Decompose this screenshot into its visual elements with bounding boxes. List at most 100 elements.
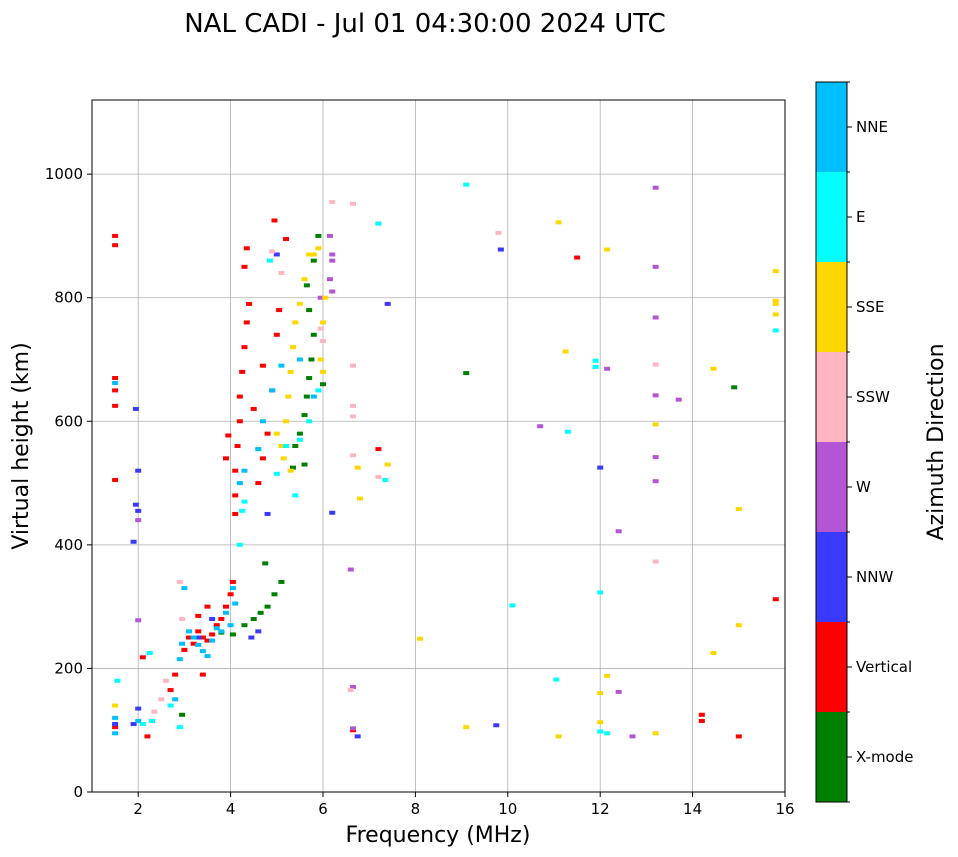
point-sse [597, 691, 604, 696]
point-x-mode [301, 413, 308, 418]
point-w [615, 529, 622, 534]
point-e [149, 718, 156, 723]
point-sse [555, 734, 562, 739]
point-x-mode [179, 712, 186, 717]
point-nne [190, 635, 197, 640]
point-sse [710, 366, 717, 371]
point-vertical [222, 604, 229, 609]
point-sse [652, 422, 659, 427]
colorbar-label: Vertical [856, 658, 912, 676]
point-x-mode [303, 283, 310, 288]
point-sse [296, 301, 303, 306]
point-ssw [179, 617, 186, 621]
point-vertical [241, 345, 248, 350]
point-sse [417, 636, 424, 641]
point-vertical [167, 688, 174, 693]
point-e [296, 437, 303, 442]
point-ssw [350, 201, 357, 206]
point-nnw [248, 635, 255, 640]
point-vertical [112, 233, 119, 238]
point-x-mode [278, 579, 285, 584]
y-tick-label: 800 [54, 289, 83, 307]
point-e [176, 725, 183, 730]
colorbar-label: X-mode [856, 748, 913, 766]
point-nne [278, 363, 285, 368]
point-ssw [652, 362, 659, 367]
x-tick-label: 8 [411, 800, 421, 818]
colorbar-label: NNW [856, 568, 893, 586]
point-vertical [139, 655, 146, 660]
point-vertical [243, 246, 250, 251]
point-x-mode [289, 465, 296, 470]
x-tick-label: 2 [133, 800, 143, 818]
point-vertical [246, 301, 253, 306]
x-tick-label: 16 [775, 800, 794, 818]
x-tick-label: 6 [318, 800, 328, 818]
point-e [283, 444, 290, 448]
point-nnw [130, 722, 137, 727]
point-nne [222, 610, 229, 615]
point-x-mode [320, 382, 326, 387]
point-nne [209, 638, 216, 643]
point-vertical [112, 403, 119, 408]
chart-title: NAL CADI - Jul 01 04:30:00 2024 UTC [184, 9, 666, 39]
x-tick-label: 4 [226, 800, 236, 818]
point-vertical [225, 433, 232, 438]
y-axis-ticks: 0 200 400 600 800 1000 [45, 165, 92, 801]
point-nnw [112, 722, 119, 727]
colorbar-label: W [856, 478, 871, 496]
point-vertical [112, 477, 119, 482]
point-ssw [347, 688, 354, 693]
point-vertical [195, 629, 202, 634]
point-vertical [250, 406, 257, 411]
point-x-mode [301, 462, 308, 467]
point-w [329, 258, 336, 263]
point-w [675, 397, 682, 402]
point-vertical [144, 734, 151, 739]
point-ssw [350, 414, 357, 419]
point-vertical [375, 447, 382, 452]
point-sse [317, 357, 324, 362]
point-e [772, 328, 779, 333]
point-vertical [186, 635, 193, 640]
point-nne [195, 642, 202, 647]
point-vertical [181, 647, 188, 652]
point-sse [772, 301, 779, 306]
point-e [375, 221, 382, 226]
point-w [326, 277, 333, 282]
point-ssw [317, 326, 324, 331]
point-vertical [236, 419, 243, 424]
point-vertical [264, 431, 271, 436]
point-nnw [130, 539, 137, 544]
point-sse [735, 507, 742, 512]
point-x-mode [292, 444, 299, 448]
point-nne [255, 447, 262, 452]
point-ssw [350, 453, 357, 458]
point-vertical [243, 320, 250, 325]
colorbar-segment [816, 82, 847, 172]
point-e [146, 650, 153, 655]
point-vertical [172, 672, 179, 677]
point-nne [204, 654, 211, 659]
x-tick-label: 12 [591, 800, 610, 818]
point-nne [229, 586, 236, 591]
point-w [135, 518, 142, 523]
point-vertical [112, 388, 119, 393]
point-e [236, 542, 243, 547]
point-ssw [375, 474, 382, 479]
point-sse [772, 269, 779, 274]
point-e [604, 731, 611, 736]
point-nne [218, 629, 225, 634]
colorbar-segment [816, 622, 847, 712]
data-points [112, 182, 779, 739]
point-sse [285, 394, 292, 399]
point-nne [199, 649, 206, 654]
point-nnw [497, 247, 504, 252]
point-ssw [350, 363, 357, 368]
point-w [629, 734, 636, 739]
point-nne [112, 380, 119, 385]
colorbar-segment [816, 442, 847, 532]
colorbar-label: NNE [856, 118, 888, 136]
point-nne [232, 601, 239, 606]
point-nnw [135, 468, 142, 473]
